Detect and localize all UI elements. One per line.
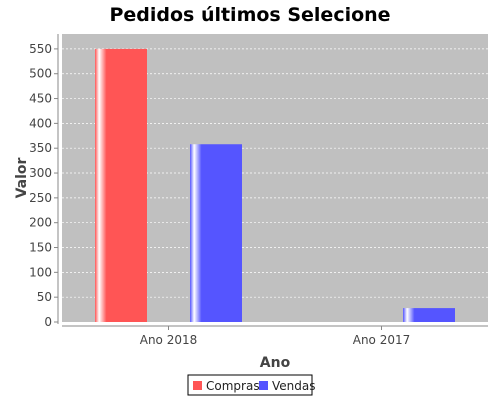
bars bbox=[95, 48, 455, 323]
y-tick-label: 550 bbox=[29, 42, 52, 56]
chart-title: Pedidos últimos Selecione bbox=[109, 4, 390, 26]
legend: Compras Vendas bbox=[187, 374, 316, 396]
y-tick-label: 250 bbox=[29, 191, 52, 205]
y-axis-title: Valor bbox=[14, 157, 30, 198]
y-tick-label: 350 bbox=[29, 141, 52, 155]
bar-vendas-1 bbox=[403, 308, 455, 322]
x-axis-title: Ano bbox=[260, 355, 291, 371]
x-tick-label: Ano 2017 bbox=[353, 333, 411, 347]
bar-vendas-0 bbox=[190, 144, 242, 322]
legend-box bbox=[187, 374, 313, 396]
x-tick-label: Ano 2018 bbox=[140, 333, 198, 347]
y-tick-label: 300 bbox=[29, 166, 52, 180]
bar-compras-0 bbox=[95, 48, 147, 323]
y-tick-label: 150 bbox=[29, 241, 52, 255]
y-tick-label: 400 bbox=[29, 116, 52, 130]
legend-swatch-vendas bbox=[259, 381, 268, 390]
legend-label-compras: Compras bbox=[206, 379, 260, 393]
y-tick-label: 500 bbox=[29, 67, 52, 81]
legend-swatch-compras bbox=[193, 381, 202, 390]
y-tick-label: 100 bbox=[29, 265, 52, 279]
grid-lines bbox=[62, 48, 488, 298]
y-tick-label: 0 bbox=[44, 315, 52, 329]
y-tick-label: 200 bbox=[29, 216, 52, 230]
x-axis: Ano 2018 Ano 2017 bbox=[62, 325, 488, 347]
y-axis: 0 50 100 150 200 250 300 350 400 450 500 550 bbox=[29, 34, 59, 329]
y-tick-label: 450 bbox=[29, 92, 52, 106]
y-tick-label: 50 bbox=[37, 290, 52, 304]
legend-label-vendas: Vendas bbox=[272, 379, 316, 393]
